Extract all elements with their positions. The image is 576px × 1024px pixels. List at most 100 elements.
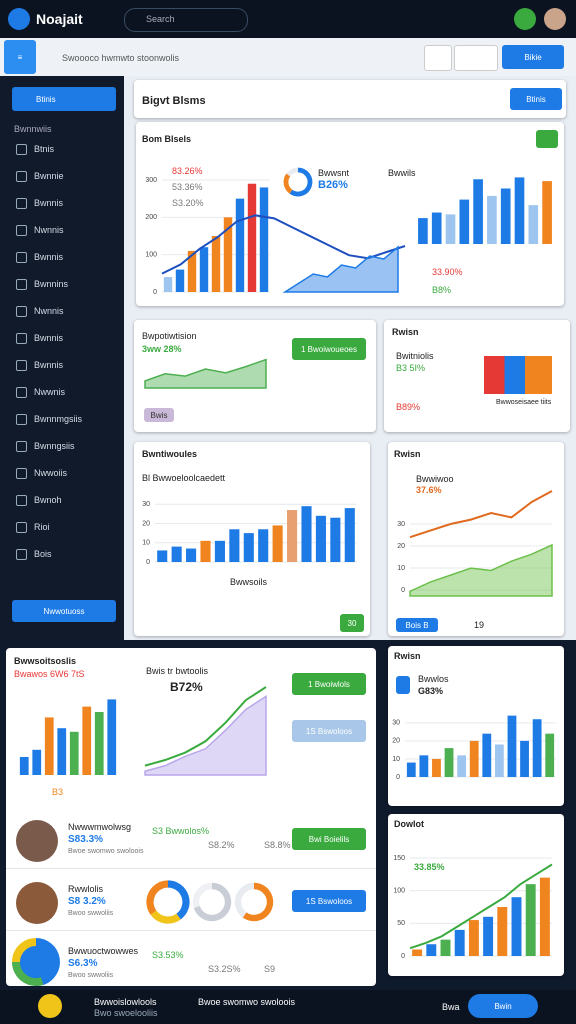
sidebar-icon (16, 522, 27, 533)
sidebar-footer-button[interactable]: Nwwotuoss (12, 600, 116, 622)
legend: S3.20% (172, 198, 204, 208)
card-button[interactable]: 1 Bwoiwoueoes (292, 338, 366, 360)
kpi-label: Bwis tr bwtoolis (146, 666, 209, 676)
kpi: B72% (170, 680, 203, 694)
person-stat: S8.8% (264, 840, 291, 850)
legend: 83.26% (172, 166, 203, 176)
heatmap (484, 356, 552, 394)
note: B3 (52, 787, 64, 797)
icon-button[interactable] (454, 45, 498, 71)
sidebar-icon (16, 279, 27, 290)
sidebar-icon (16, 441, 27, 452)
sidebar-item[interactable]: Nwwnis (34, 387, 66, 397)
footer-sub: Bwo swoelooliis (94, 1008, 158, 1018)
card-title: Bwntiwoules (142, 449, 198, 459)
note: Bwwoseisaee tiits (496, 399, 552, 406)
card-button[interactable]: 1S Bswoloos (292, 720, 366, 742)
avatar (16, 882, 58, 924)
sidebar-item[interactable]: Bwnnis (34, 360, 64, 370)
sidebar-icon (16, 495, 27, 506)
divider (6, 930, 376, 931)
avatar (16, 944, 58, 986)
toolbar-button[interactable]: Bikie (502, 45, 564, 69)
divider (6, 868, 376, 869)
card-title: Rwisn (392, 327, 419, 337)
value: B89% (396, 402, 421, 412)
small-button[interactable]: Bwis (144, 408, 174, 422)
footer-text: Bwwoislowlools (94, 997, 157, 1007)
icon (396, 676, 410, 694)
person-name: Bwwuoctwowwes (68, 946, 139, 956)
sidebar-item[interactable]: Bwnngsiis (34, 441, 75, 451)
page-header (134, 80, 566, 118)
icon-button[interactable] (424, 45, 452, 71)
note: 19 (474, 620, 485, 630)
kpi-value: B26% (318, 179, 348, 191)
toolbar-text: Swoooco hwmwto stoonwolis (62, 53, 180, 63)
sidebar-button[interactable]: Btinis (12, 87, 116, 111)
value: B3 5I% (396, 363, 426, 373)
card-button[interactable]: Bois B (396, 618, 438, 632)
page-title: Bigvt Blsms (142, 95, 206, 107)
sidebar-item[interactable]: Bois (34, 549, 52, 559)
person-stat: S9 (264, 964, 276, 974)
label: Bwitniolis (396, 351, 434, 361)
person-stat: S3.53% (152, 950, 184, 960)
search-text: Search (146, 14, 175, 24)
value: G83% (418, 686, 444, 696)
sidebar-item[interactable]: Nwnnis (34, 225, 64, 235)
card (388, 646, 564, 806)
sidebar-item[interactable]: Btnis (34, 144, 55, 154)
sidebar-item[interactable]: Bwnnie (34, 171, 64, 181)
person-button[interactable]: Bwi Boielils (292, 828, 366, 850)
person-value: S8 3.2% (68, 896, 106, 907)
label: Bwwlos (418, 674, 449, 684)
logo-icon (8, 8, 30, 30)
card-title: Rwisn (394, 651, 421, 661)
menu-button[interactable]: ≡ (4, 40, 36, 74)
footer-center: Bwoe swomwo swoloois (198, 997, 296, 1007)
card-icon-button[interactable] (536, 130, 558, 148)
footer-button[interactable]: Bwin (468, 994, 538, 1018)
kpi-label: Bwwsnt (318, 168, 350, 178)
card (388, 814, 564, 976)
sidebar-icon (16, 468, 27, 479)
stat: 33.90% (432, 267, 463, 277)
footer-icon[interactable] (38, 994, 62, 1018)
lower-panel (6, 648, 376, 986)
page-button[interactable]: Btinis (510, 88, 562, 110)
sidebar-icon (16, 144, 27, 155)
sidebar-item[interactable]: Bwnnis (34, 198, 64, 208)
search[interactable] (124, 8, 248, 32)
card (134, 442, 370, 636)
card-subtitle: Bl Bwwoeloolcaedett (142, 473, 226, 483)
sidebar-item[interactable]: Bwnnins (34, 279, 69, 289)
sidebar-item[interactable]: Nwwoiis (34, 468, 68, 478)
person-value: S6.3% (68, 958, 98, 969)
sidebar-item[interactable]: Bwnnis (34, 333, 64, 343)
avatar (16, 820, 58, 862)
sidebar-item[interactable]: Bwnnmgsiis (34, 414, 83, 424)
person-button[interactable]: 1S Bswoloos (292, 890, 366, 912)
sidebar-icon (16, 198, 27, 209)
sidebar-item[interactable]: Bwnnis (34, 252, 64, 262)
legend: 53.36% (172, 182, 203, 192)
card-button[interactable]: 30 (340, 614, 364, 632)
person-name: Nwwwmwolwsg (68, 822, 132, 832)
sidebar-item[interactable]: Nwnnis (34, 306, 64, 316)
sidebar-item[interactable]: Bwnoh (34, 495, 62, 505)
sidebar-item[interactable]: Rioi (34, 522, 50, 532)
sidebar-icon (16, 333, 27, 344)
stat: B8% (432, 285, 452, 295)
card-title: Rwisn (394, 449, 421, 459)
sidebar-icon (16, 171, 27, 182)
status-icon[interactable] (514, 8, 536, 30)
footer-right: Bwa (442, 1002, 460, 1012)
avatar[interactable] (544, 8, 566, 30)
right-label: Bwwils (388, 168, 416, 178)
value: 33.85% (414, 862, 445, 872)
card-button[interactable]: 1 Bwoiwlols (292, 673, 366, 695)
card (388, 442, 564, 636)
sidebar-section: Bwnnwiis (14, 124, 52, 134)
